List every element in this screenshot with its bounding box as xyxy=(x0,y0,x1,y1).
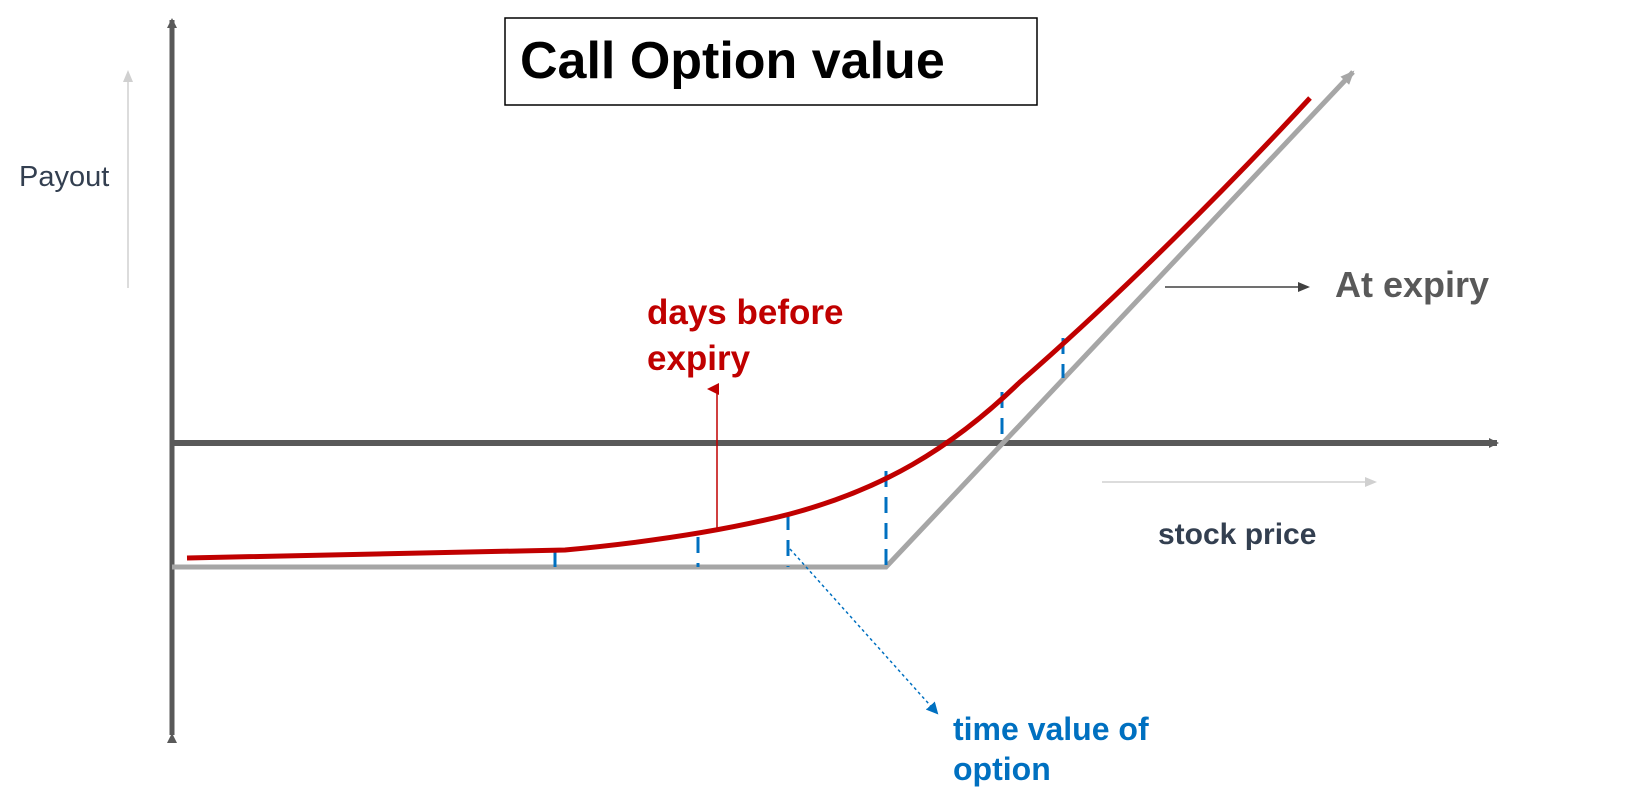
before-expiry-curve xyxy=(186,96,1312,561)
stock-price-label: stock price xyxy=(1158,518,1316,551)
time-value-pointer xyxy=(789,548,939,715)
at-expiry-label: At expiry xyxy=(1335,264,1489,305)
time-value-label: time value of option xyxy=(953,711,1158,787)
days-before-expiry-label: days before expiry xyxy=(647,293,853,378)
time-value-line-2: option xyxy=(953,751,1051,787)
days-before-line-1: days before xyxy=(647,293,843,332)
at-expiry-line xyxy=(172,70,1355,570)
time-value-markers xyxy=(553,338,1065,567)
title-box xyxy=(504,17,1038,106)
time-value-line-1: time value of xyxy=(953,711,1149,747)
chart-title: Call Option value xyxy=(520,32,945,90)
payout-label: Payout xyxy=(19,161,109,193)
days-before-line-2: expiry xyxy=(647,339,751,378)
